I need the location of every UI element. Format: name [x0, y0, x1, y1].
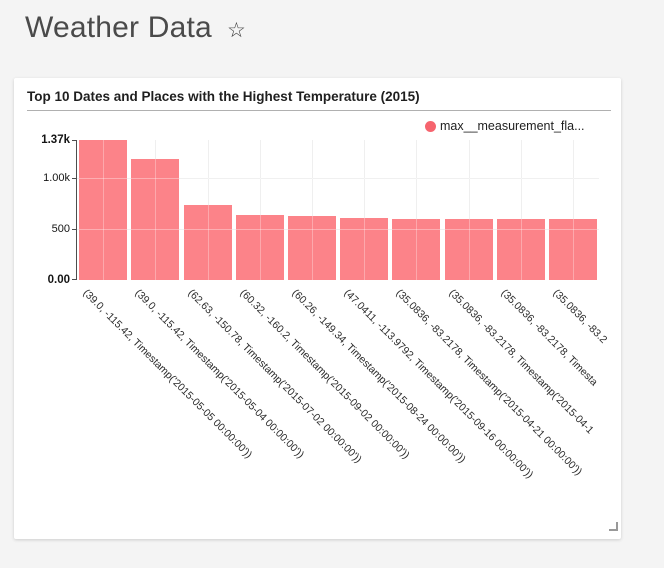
bar-10[interactable]: [549, 219, 597, 280]
chart-card: Top 10 Dates and Places with the Highest…: [14, 78, 621, 539]
y-tick-mark: [72, 229, 76, 230]
x-axis-label-5: (60.26, -149.34, Timestamp('2015-08-24 0…: [289, 287, 468, 466]
x-axis-labels-layer: (39.0, -115.42, Timestamp('2015-05-05 00…: [76, 287, 621, 539]
favorite-star-icon[interactable]: ☆: [226, 19, 246, 42]
legend-item[interactable]: max__measurement_fla...: [425, 119, 585, 133]
bar-3[interactable]: [184, 205, 232, 280]
y-axis-label: 1.00k: [43, 172, 70, 184]
title-divider: [27, 110, 611, 111]
legend-label: max__measurement_fla...: [440, 119, 585, 133]
bar-7[interactable]: [392, 219, 440, 280]
y-tick-mark: [72, 140, 76, 141]
y-axis-label: 500: [51, 223, 70, 235]
x-axis-label-7: (35.0836, -83.2178, Timestamp('2015-04-2…: [393, 287, 585, 478]
y-axis-label: 0.00: [47, 274, 70, 286]
bar-2[interactable]: [131, 159, 179, 280]
bar-8[interactable]: [445, 219, 493, 280]
y-axis-label: 1.37k: [41, 134, 70, 146]
chart-title: Top 10 Dates and Places with the Highest…: [27, 89, 420, 104]
bar-6[interactable]: [340, 218, 388, 280]
legend-dot-icon: [425, 120, 436, 132]
x-axis-label-6: (47.0411, -113.9792, Timestamp('2015-09-…: [341, 287, 536, 481]
bar-1[interactable]: [79, 140, 127, 280]
y-tick-mark: [72, 279, 76, 280]
plot-area: 1.37k 1.00k 500 0.00: [41, 134, 599, 286]
page-header: Weather Data ☆: [25, 11, 246, 45]
page-title: Weather Data: [25, 11, 212, 44]
bar-4[interactable]: [236, 215, 284, 280]
bar-5[interactable]: [288, 216, 336, 280]
x-axis-label-9: (35.0836, -83.2178, Timesta: [498, 287, 600, 389]
bar-9[interactable]: [497, 219, 545, 280]
resize-handle-icon[interactable]: [609, 522, 618, 531]
x-axis-label-10: (35.0836, -83.2: [550, 287, 610, 346]
y-tick-mark: [72, 178, 76, 179]
